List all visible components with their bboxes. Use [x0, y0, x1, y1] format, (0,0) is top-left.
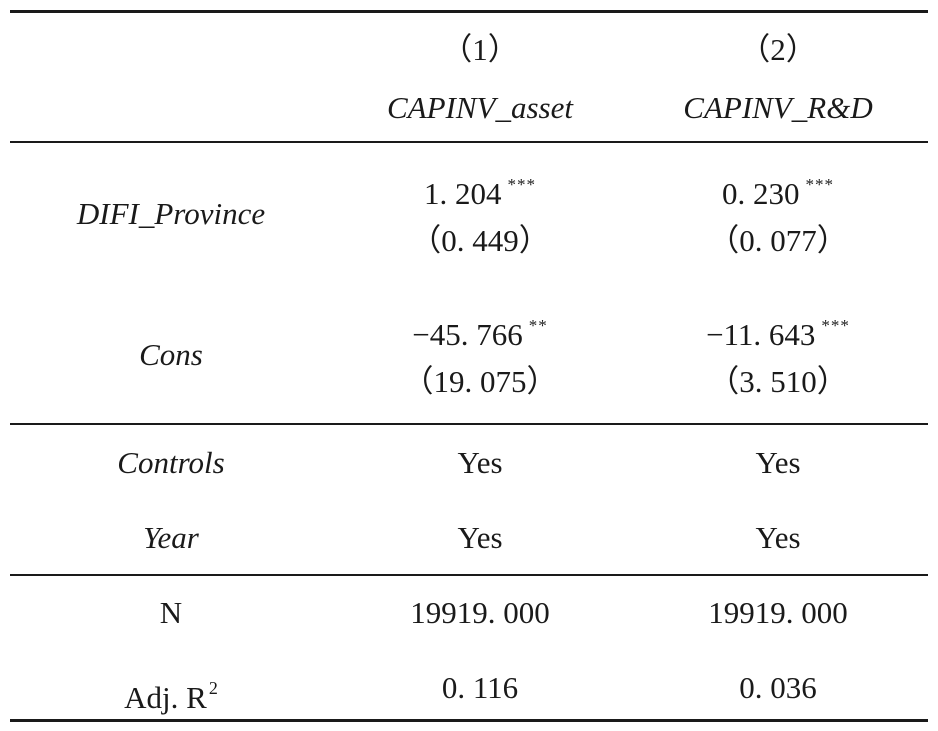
- row-label-difi-province: DIFI_Province: [76, 196, 266, 231]
- adj-r2-col1: 0. 116: [441, 670, 519, 705]
- year-col1: Yes: [457, 520, 503, 555]
- column-1-name: CAPINV_asset: [387, 90, 573, 125]
- column-2-name: CAPINV_R&D: [683, 90, 873, 125]
- coefficient-value: 0. 230: [722, 176, 800, 211]
- significance-stars: ***: [805, 175, 834, 194]
- cons-col1-standard-error: （19. 075）: [402, 364, 558, 399]
- difi-col2-standard-error: （0. 077）: [708, 223, 848, 258]
- difi-col1-standard-error: （0. 449）: [410, 223, 550, 258]
- row-label-n: N: [159, 595, 183, 630]
- significance-stars: ***: [507, 175, 536, 194]
- header-rule: [10, 141, 928, 143]
- cons-col1-coefficient: −45. 766 **: [332, 308, 628, 353]
- row-label-cons: Cons: [139, 337, 203, 372]
- significance-stars: **: [528, 316, 548, 335]
- difi-col2-coefficient: 0. 230 ***: [628, 167, 928, 212]
- adj-r2-col2: 0. 036: [739, 670, 817, 705]
- column-2-number: （2）: [739, 32, 817, 67]
- coefficients-rule: [10, 423, 928, 425]
- significance-stars: ***: [821, 316, 850, 335]
- difi-col1-coefficient: 1. 204 ***: [332, 167, 628, 212]
- year-col2: Yes: [755, 520, 801, 555]
- cons-col2-coefficient: −11. 643 ***: [628, 308, 928, 353]
- fixed-effects-rule: [10, 574, 928, 576]
- controls-col1: Yes: [457, 445, 503, 480]
- row-label-year: Year: [143, 520, 199, 555]
- row-label-controls: Controls: [117, 445, 225, 480]
- regression-table: （1） （2） CAPINV_asset CAPINV_R&D DIFI_Pro…: [10, 10, 928, 722]
- coefficient-value: −45. 766: [412, 317, 523, 352]
- controls-col2: Yes: [755, 445, 801, 480]
- n-col1: 19919. 000: [410, 595, 550, 630]
- bottom-rule: [10, 719, 928, 722]
- coefficient-value: −11. 643: [706, 317, 816, 352]
- coefficient-value: 1. 204: [424, 176, 502, 211]
- adj-r-label: Adj. R: [124, 680, 207, 715]
- cons-col2-standard-error: （3. 510）: [708, 364, 848, 399]
- n-col2: 19919. 000: [708, 595, 848, 630]
- top-rule: [10, 10, 928, 13]
- superscript-2: 2: [208, 678, 218, 698]
- column-1-number: （1）: [441, 32, 519, 67]
